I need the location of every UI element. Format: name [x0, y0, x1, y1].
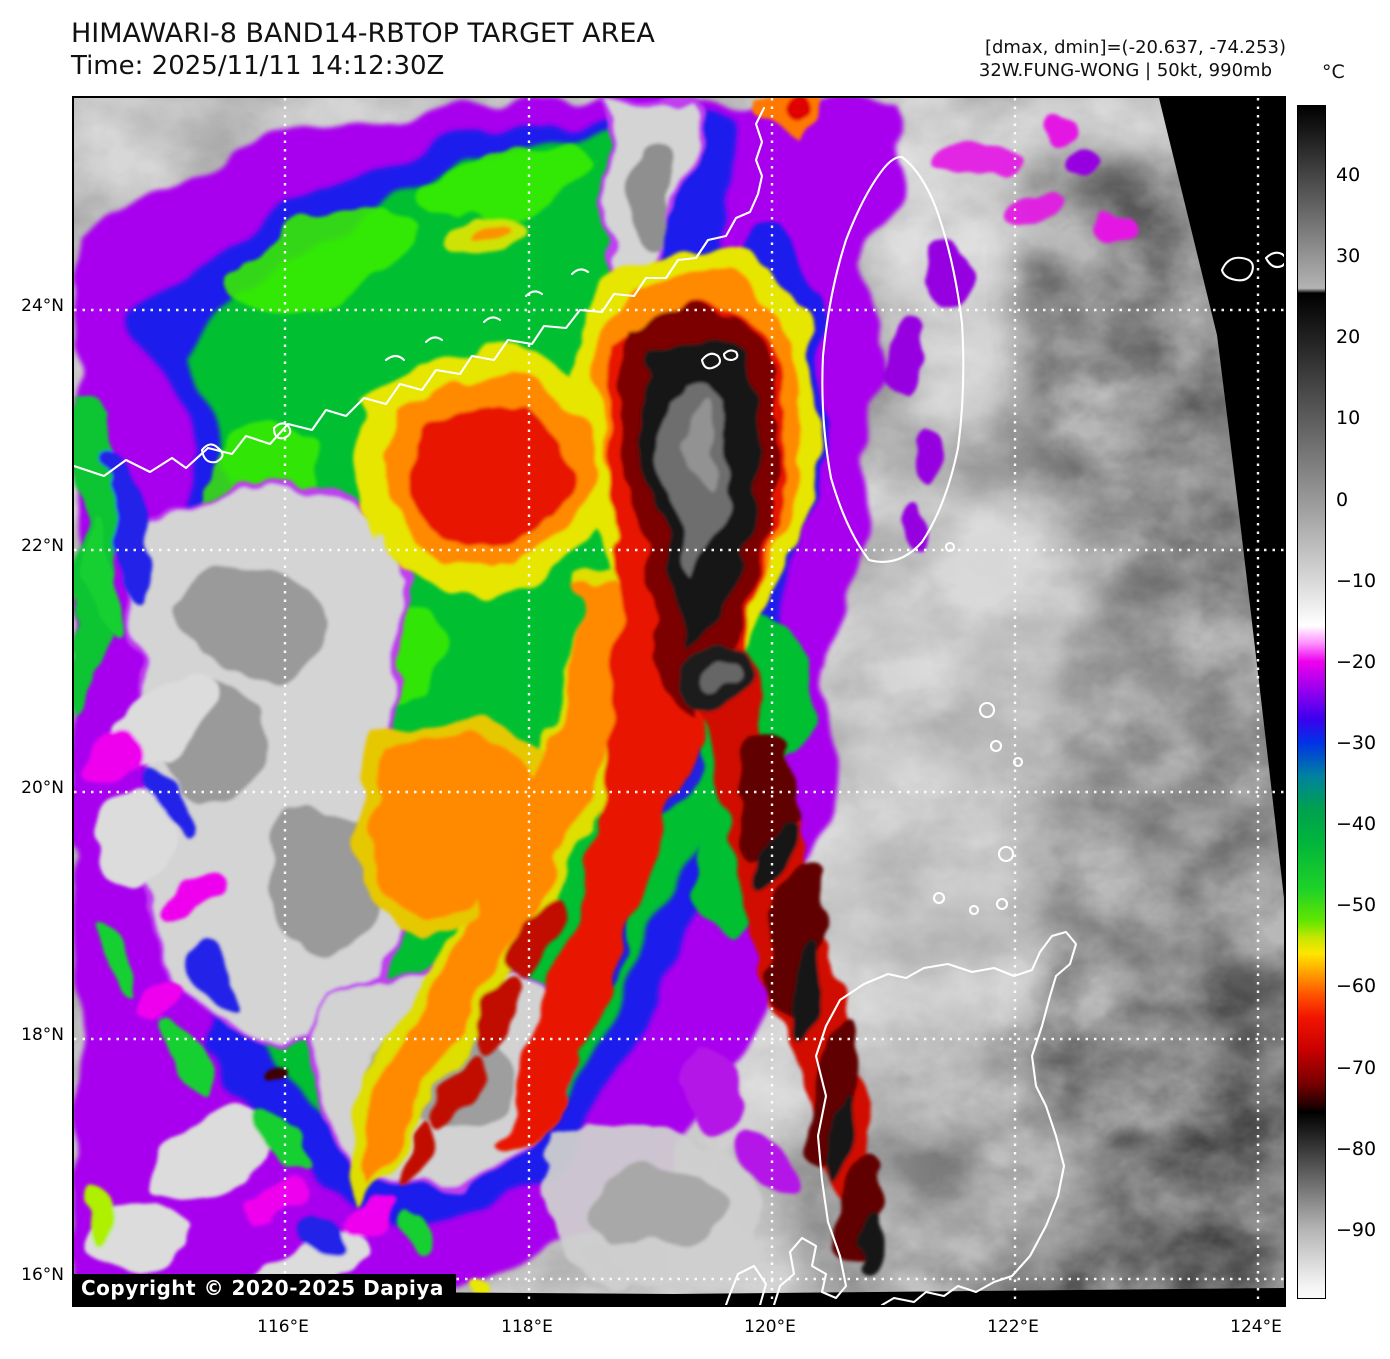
lat-label: 16°N	[21, 1265, 64, 1285]
colorbar-tick: 10	[1336, 407, 1361, 429]
colorbar-tick: −70	[1336, 1057, 1377, 1079]
colorbar-tick: 20	[1336, 326, 1361, 348]
temperature-colorbar	[1297, 105, 1326, 1299]
lat-label: 24°N	[21, 296, 64, 316]
dmax-dmin-readout: [dmax, dmin]=(-20.637, -74.253)	[984, 37, 1286, 58]
colorbar-tick: 0	[1336, 489, 1349, 511]
lat-label: 20°N	[21, 778, 64, 798]
colorbar-tick: −20	[1336, 651, 1377, 673]
timestamp-line: Time: 2025/11/11 14:12:30Z	[71, 51, 445, 81]
lon-label: 120°E	[744, 1317, 796, 1337]
colorbar-tick: −40	[1336, 813, 1377, 835]
coastlines	[74, 106, 1284, 1305]
lon-label: 124°E	[1230, 1317, 1282, 1337]
lat-label: 18°N	[21, 1025, 64, 1045]
copyright-banner: Copyright © 2020-2025 Dapiya	[74, 1274, 456, 1305]
colorbar-unit-label: °C	[1322, 61, 1345, 83]
lon-label: 118°E	[501, 1317, 553, 1337]
satellite-map-frame: Copyright © 2020-2025 Dapiya	[72, 96, 1286, 1307]
colorbar-tick: 40	[1336, 164, 1361, 186]
stats-block: [dmax, dmin]=(-20.637, -74.253) 32W.FUNG…	[979, 36, 1286, 82]
lon-label: 116°E	[257, 1317, 309, 1337]
colorbar-tick: −10	[1336, 570, 1377, 592]
page-title: HIMAWARI-8 BAND14-RBTOP TARGET AREA	[71, 18, 655, 49]
colorbar-tick: −50	[1336, 894, 1377, 916]
satellite-image	[74, 98, 1284, 1305]
colorbar-tick: −30	[1336, 732, 1377, 754]
colorbar-tick: −60	[1336, 975, 1377, 997]
lat-label: 22°N	[21, 536, 64, 556]
colorbar-tick: −90	[1336, 1219, 1377, 1241]
colorbar-tick: −80	[1336, 1138, 1377, 1160]
storm-id-readout: 32W.FUNG-WONG | 50kt, 990mb	[978, 60, 1272, 81]
lon-label: 122°E	[987, 1317, 1039, 1337]
colorbar-tick: 30	[1336, 245, 1361, 267]
graticule-gridlines	[74, 98, 1284, 1305]
